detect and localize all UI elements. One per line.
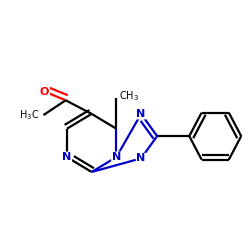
Text: O: O [40,87,49,97]
Text: N: N [112,152,121,162]
Text: CH$_3$: CH$_3$ [119,90,139,104]
Text: H$_3$C: H$_3$C [20,108,40,122]
Text: N: N [136,109,146,119]
Text: N: N [62,152,72,162]
Text: N: N [136,153,146,164]
